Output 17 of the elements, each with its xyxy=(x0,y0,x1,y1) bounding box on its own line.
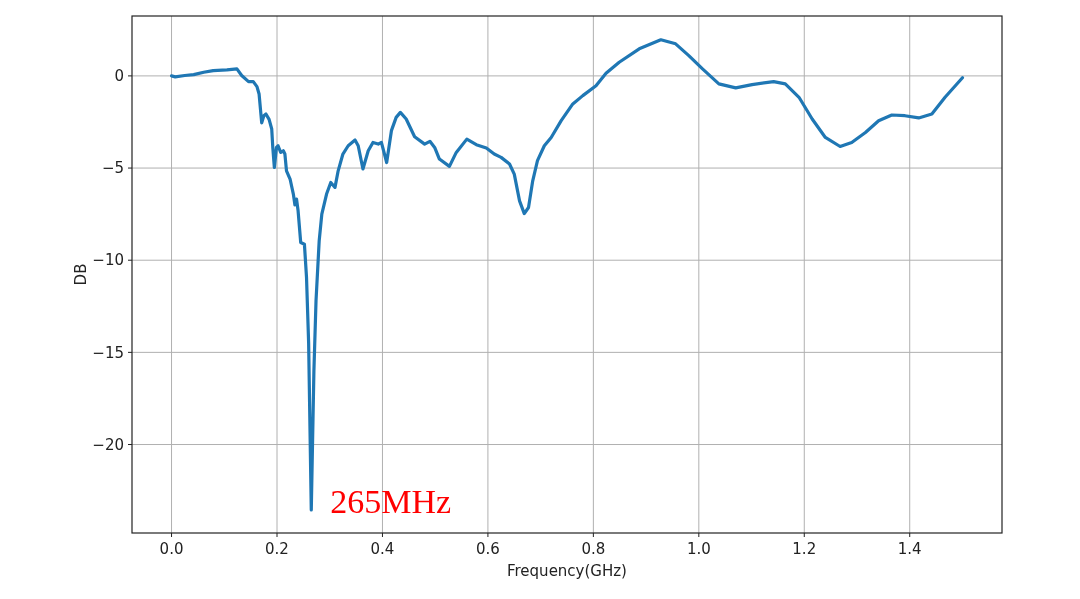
x-tick-label: 1.4 xyxy=(897,540,922,558)
x-tick-label: 0.0 xyxy=(159,540,184,558)
y-tick-label: −15 xyxy=(92,343,124,362)
x-tick-label: 0.6 xyxy=(475,540,500,558)
x-tick-label: 0.8 xyxy=(581,540,606,558)
x-tick-label: 0.2 xyxy=(265,540,289,558)
annotation: 265MHz xyxy=(330,482,452,520)
x-axis-title: Frequency(GHz) xyxy=(507,562,627,580)
y-tick-label: −20 xyxy=(92,435,124,454)
y-tick-label: −5 xyxy=(101,159,124,178)
y-tick-label: 0 xyxy=(114,67,124,86)
y-axis-title: DB xyxy=(72,263,90,286)
y-tick-label: −10 xyxy=(92,251,124,270)
x-tick-label: 1.2 xyxy=(792,540,817,558)
x-tick-label: 0.4 xyxy=(370,540,395,558)
line-series xyxy=(169,38,965,512)
x-tick-label: 1.0 xyxy=(686,540,711,558)
